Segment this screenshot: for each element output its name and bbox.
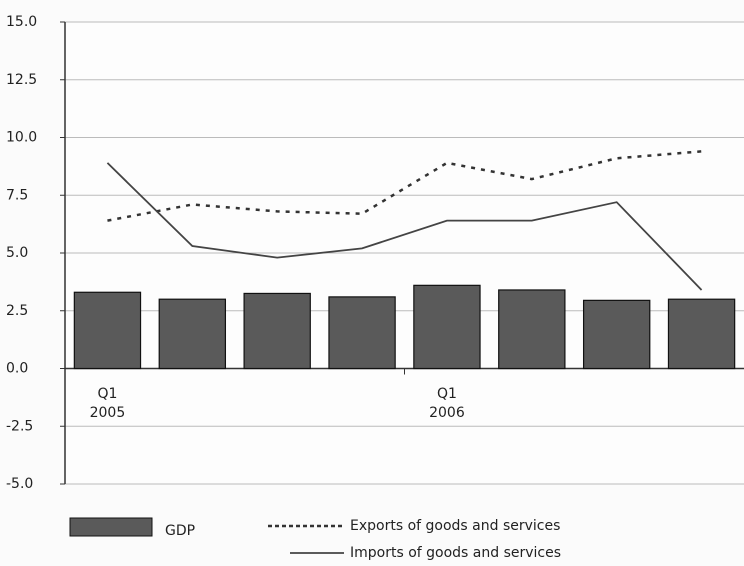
bar <box>582 299 651 370</box>
y-tick-label: 7.5 <box>6 187 28 203</box>
bar <box>158 298 227 370</box>
x-tick-label: Q1 2005 <box>89 385 126 421</box>
bar <box>413 284 481 370</box>
bar <box>73 291 142 370</box>
legend-swatch <box>69 517 153 537</box>
y-tick-label: 5.0 <box>6 245 28 261</box>
y-tick-label: 0.0 <box>6 361 28 377</box>
y-tick-label: -2.5 <box>6 418 33 434</box>
y-tick-label: 2.5 <box>6 303 28 319</box>
legend-label: GDP <box>165 523 195 539</box>
bar <box>498 289 566 370</box>
x-tick-label: Q1 2006 <box>429 385 465 421</box>
legend-label: Imports of goods and services <box>350 545 561 561</box>
y-tick-label: 15.0 <box>6 14 37 30</box>
line <box>107 150 702 222</box>
legend-label: Exports of goods and services <box>350 518 560 534</box>
y-tick-label: 12.5 <box>6 72 37 88</box>
line <box>106 162 703 291</box>
y-tick-label: 10.0 <box>6 130 37 146</box>
bar <box>667 298 736 370</box>
bar <box>243 292 311 370</box>
y-tick-label: -5.0 <box>6 476 33 492</box>
bar <box>328 296 396 370</box>
